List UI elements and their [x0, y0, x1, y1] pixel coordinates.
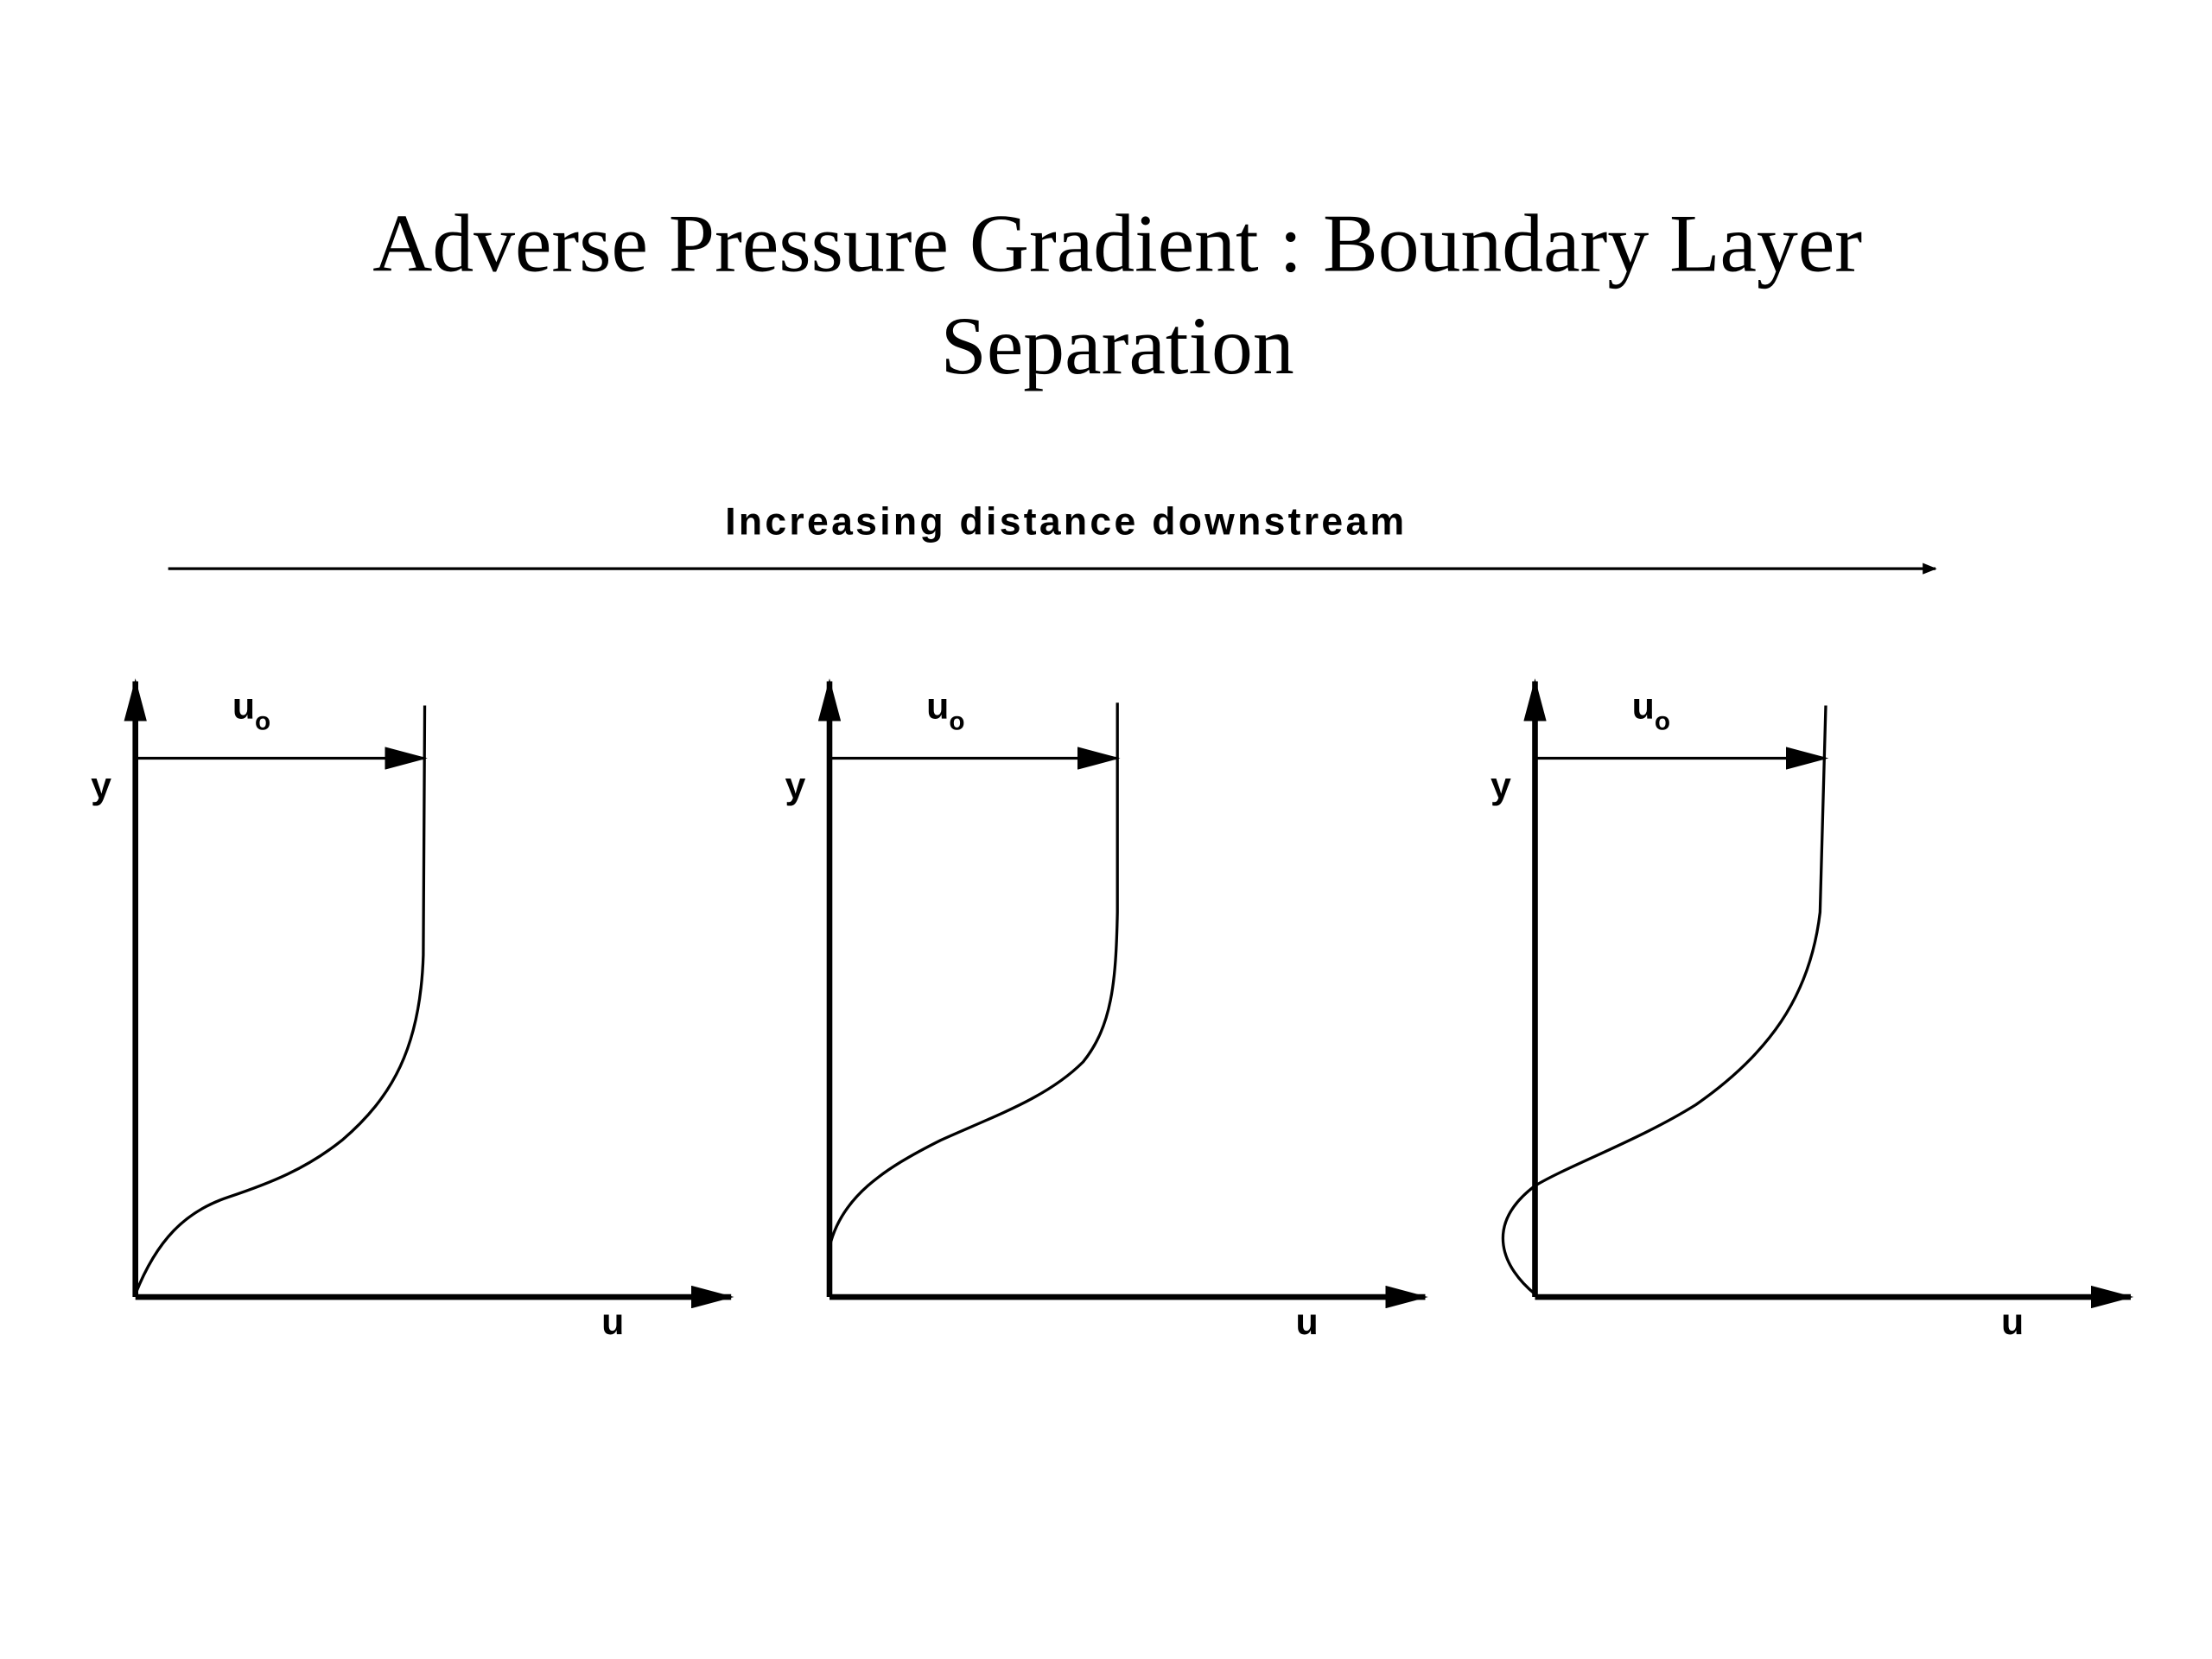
velocity-profile — [828, 702, 1119, 1248]
x-axis-label: u — [601, 1301, 624, 1343]
edge-velocity-subscript: o — [949, 708, 964, 736]
edge-velocity-symbol: u — [926, 685, 949, 727]
edge-velocity-subscript: o — [1655, 708, 1670, 736]
edge-velocity-label: uo — [232, 685, 270, 735]
y-axis-label: y — [785, 766, 805, 807]
edge-velocity-symbol: u — [232, 685, 255, 727]
direction-label: Increasing distance downstream — [725, 501, 1407, 543]
edge-velocity-symbol: u — [1632, 685, 1655, 727]
x-axis-label: u — [2001, 1301, 2024, 1343]
edge-velocity-label: uo — [926, 685, 964, 735]
edge-velocity-label: uo — [1632, 685, 1670, 735]
velocity-profile — [134, 705, 427, 1295]
x-axis-label: u — [1295, 1301, 1318, 1343]
edge-velocity-subscript: o — [255, 708, 270, 736]
y-axis-label: y — [91, 766, 111, 807]
title-line: Adverse Pressure Gradient : Boundary Lay… — [372, 197, 1862, 289]
velocity-profile — [1501, 705, 1827, 1296]
title-line: Separation — [941, 300, 1294, 391]
y-axis-label: y — [1491, 766, 1511, 807]
